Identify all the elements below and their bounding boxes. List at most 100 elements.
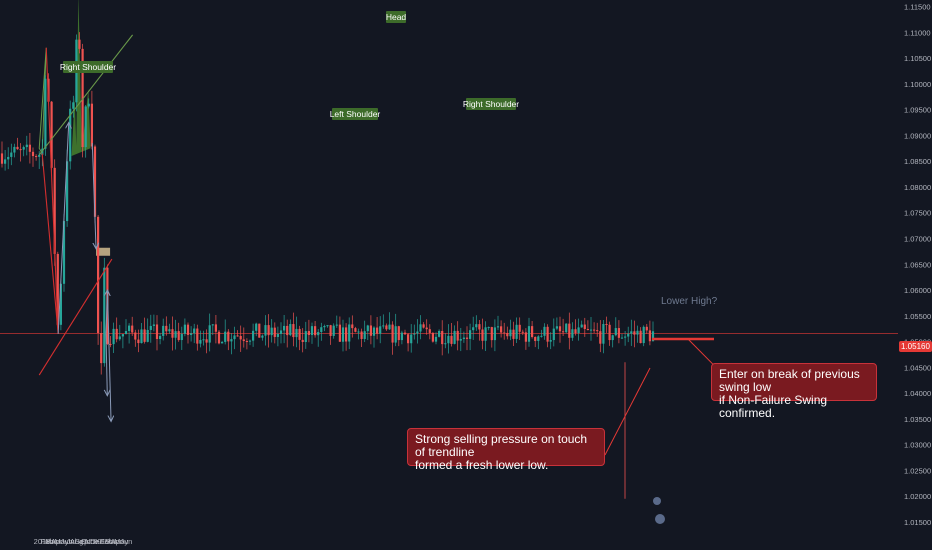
candle-body (627, 333, 630, 337)
x-tick-label: Sep (75, 537, 88, 546)
candle-body (100, 332, 103, 364)
projection-arrow-break (106, 333, 107, 396)
candle-body (642, 326, 645, 344)
x-tick-label: Nov (85, 537, 99, 546)
candle-body (614, 328, 617, 336)
candle-body (363, 331, 366, 339)
candle-body (469, 330, 472, 339)
candle-body (90, 103, 93, 147)
candle-body (549, 340, 552, 342)
candle-body (422, 324, 425, 328)
candle-body (332, 325, 335, 336)
candle-body (159, 335, 162, 340)
candle-body (103, 267, 106, 364)
candle-body (131, 325, 134, 333)
candle-body (168, 329, 171, 332)
label-right-shoulder-left-bg (63, 61, 113, 73)
candle-body (348, 324, 351, 342)
candle-body (286, 325, 289, 336)
candle-body (31, 151, 35, 157)
candle-body (236, 335, 239, 337)
candle-body (50, 101, 53, 168)
y-tick-label: 1.05500 (904, 312, 931, 321)
candle-body (636, 330, 639, 335)
candle-body (314, 326, 317, 336)
candle-body (493, 327, 496, 341)
candle-body (193, 328, 196, 334)
candle-body (338, 324, 341, 342)
candle-body (620, 337, 624, 339)
label-left-shoulder: Left Shoulder (330, 109, 381, 119)
candle-body (335, 324, 338, 326)
candle-body (289, 324, 292, 336)
candle-body (388, 324, 391, 330)
y-tick-label: 1.04000 (904, 389, 931, 398)
candle-body (190, 333, 193, 335)
candle-body (434, 336, 438, 342)
candle-body (255, 323, 258, 331)
label-right-shoulder-right-bg (466, 98, 516, 110)
label-right-shoulder-left: Right Shoulder (60, 62, 116, 72)
candle-body (403, 332, 407, 335)
candle-body (267, 325, 270, 336)
candle-body (143, 329, 146, 342)
candle-body (214, 324, 217, 332)
candle-body (360, 331, 363, 339)
candle-body (121, 334, 124, 337)
candle-body (394, 326, 397, 343)
candle-body (611, 335, 614, 341)
y-tick-label: 1.09500 (904, 106, 931, 115)
candle-body (431, 332, 434, 342)
candle-body (602, 324, 605, 344)
label-lower-high: Lower High? (661, 296, 718, 307)
candle-body (357, 331, 360, 333)
candle-body (521, 331, 524, 333)
candle-body (326, 325, 329, 327)
label-left-shoulder-bg (332, 108, 378, 120)
y-tick-label: 1.07000 (904, 234, 931, 243)
candle-body (341, 327, 345, 342)
candle-body (441, 330, 444, 345)
candle-body (186, 324, 190, 335)
candle-body (62, 221, 66, 284)
candle-body (134, 332, 137, 340)
candle-body (624, 336, 627, 338)
candle-body (410, 334, 413, 344)
x-tick-label: Apr (51, 537, 63, 546)
candle-body (66, 161, 69, 222)
label-right-shoulder-right: Right Shoulder (463, 99, 519, 109)
candle-body (149, 325, 152, 330)
candle-body (496, 326, 500, 328)
x-tick-label: Jun (120, 537, 132, 546)
candle-body (518, 324, 521, 332)
candle-body (227, 331, 230, 342)
candle-body (208, 325, 211, 343)
candle-body (171, 329, 174, 338)
candle-body (459, 339, 462, 341)
candle-body (481, 329, 484, 341)
candle-body (382, 325, 385, 327)
y-tick-label: 1.11000 (904, 28, 931, 37)
candle-body (81, 48, 84, 148)
candle-body (35, 156, 38, 158)
candle-body (199, 339, 202, 344)
x-tick-label: May (114, 537, 128, 546)
candle-body (527, 326, 531, 342)
entry-callout-text: Enter on break of previous swing low if … (719, 367, 860, 420)
candle-body (456, 330, 459, 341)
candle-body (323, 326, 326, 328)
entry-callout: Enter on break of previous swing low if … (711, 363, 877, 420)
candle-body (413, 333, 416, 335)
candle-body (146, 329, 149, 342)
candle-body (53, 167, 56, 254)
candle-body (425, 327, 428, 330)
candle-body (38, 154, 41, 157)
candle-body (391, 324, 394, 343)
candle-body (155, 324, 159, 340)
candle-body (245, 341, 248, 343)
y-tick-label: 1.11500 (904, 3, 931, 12)
candle-body (397, 326, 400, 341)
candle-body (276, 333, 279, 337)
candle-body (118, 336, 121, 340)
